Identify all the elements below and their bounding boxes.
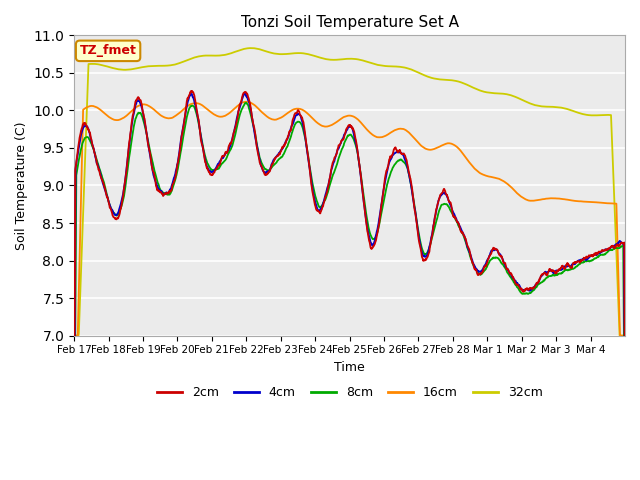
Text: TZ_fmet: TZ_fmet — [79, 44, 136, 57]
Legend: 2cm, 4cm, 8cm, 16cm, 32cm: 2cm, 4cm, 8cm, 16cm, 32cm — [152, 382, 547, 405]
Y-axis label: Soil Temperature (C): Soil Temperature (C) — [15, 121, 28, 250]
Title: Tonzi Soil Temperature Set A: Tonzi Soil Temperature Set A — [241, 15, 459, 30]
X-axis label: Time: Time — [334, 361, 365, 374]
